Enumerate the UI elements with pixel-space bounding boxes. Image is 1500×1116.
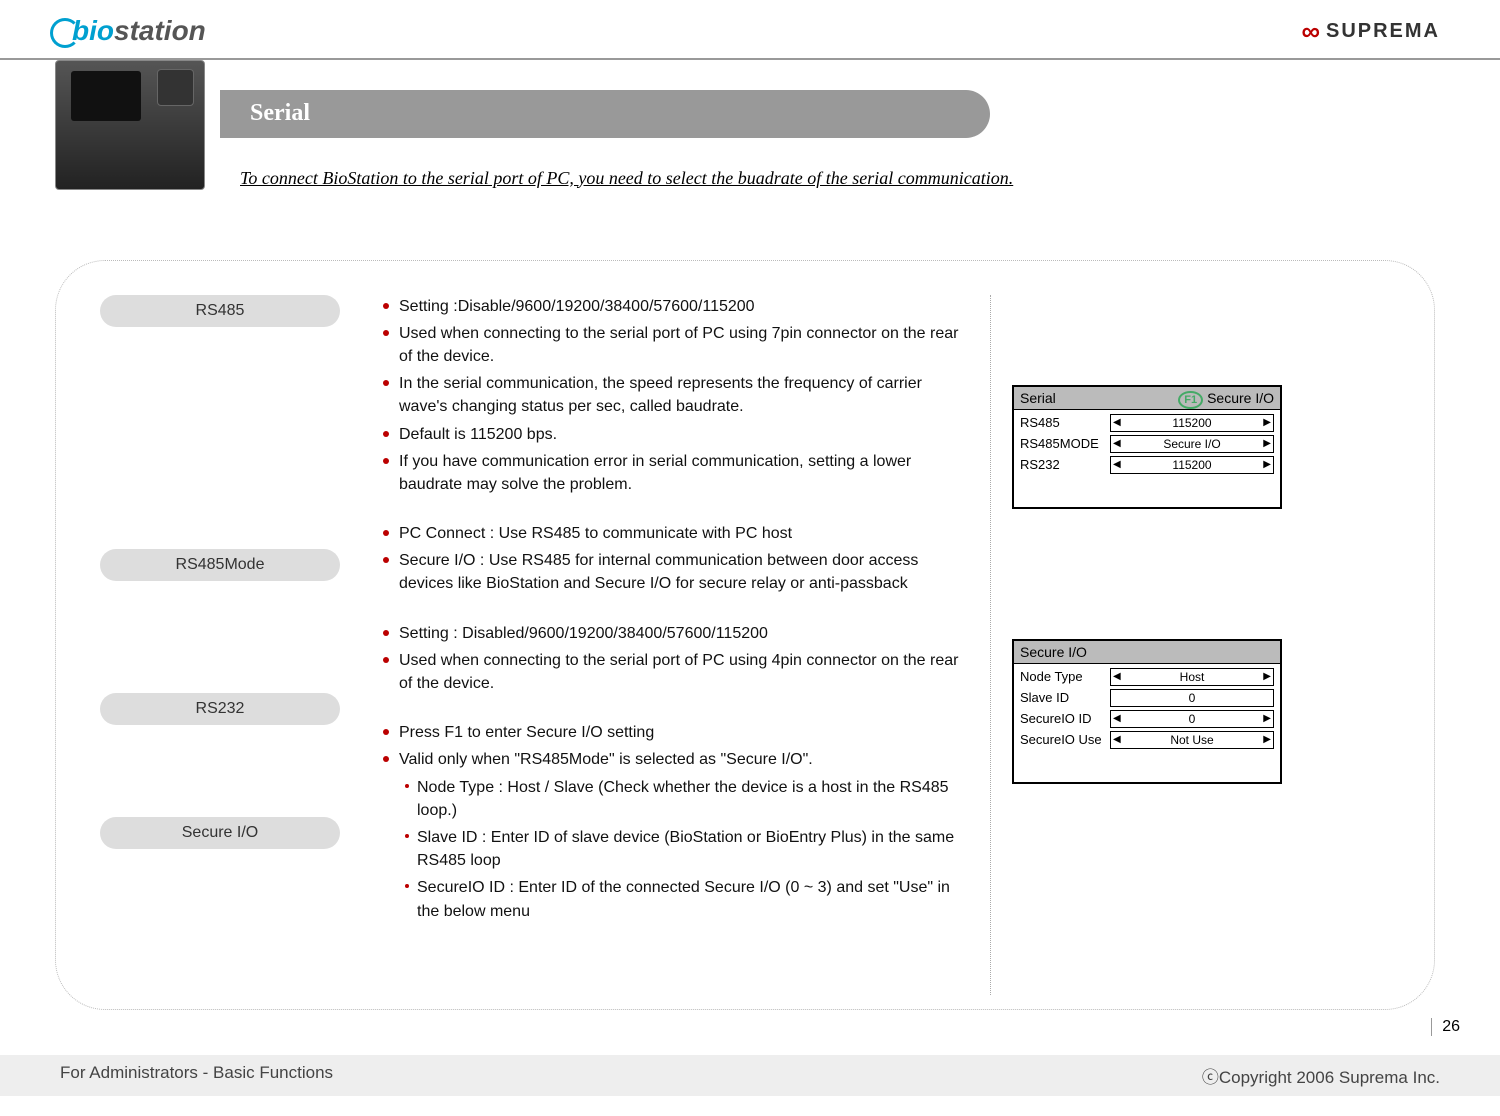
screens-column: Serial F1Secure I/O RS485 115200 RS485MO… [1012, 295, 1332, 995]
label-rs232: RS232 [100, 693, 340, 725]
list-item: If you have communication error in seria… [383, 450, 970, 496]
title-bar: Serial [220, 90, 990, 138]
label-column: RS485 RS485Mode RS232 Secure I/O [100, 295, 340, 995]
content: Serial To connect BioStation to the seri… [0, 60, 1500, 189]
list-item: Setting :Disable/9600/19200/38400/57600/… [383, 295, 970, 318]
device-thumbnail [55, 60, 205, 190]
lcd-value[interactable]: 115200 [1110, 456, 1274, 474]
logo-biostation: biostation [50, 15, 206, 48]
page-number: 26 [1431, 1018, 1460, 1036]
list-item: Slave ID : Enter ID of slave device (Bio… [405, 826, 970, 872]
lcd-row: RS485 115200 [1020, 414, 1274, 432]
lcd-row: RS232 115200 [1020, 456, 1274, 474]
lcd-header: Serial F1Secure I/O [1014, 387, 1280, 410]
lcd-body: Node Type Host Slave ID 0 SecureIO ID 0 … [1014, 664, 1280, 782]
lcd-label: SecureIO Use [1020, 732, 1110, 747]
lcd-value[interactable]: 115200 [1110, 414, 1274, 432]
section-rs485mode: PC Connect : Use RS485 to communicate wi… [365, 522, 970, 596]
footer: For Administrators - Basic Functions ⓒCo… [0, 1055, 1500, 1096]
lcd-header: Secure I/O [1014, 641, 1280, 664]
lcd-label: Slave ID [1020, 690, 1110, 705]
lcd-label: SecureIO ID [1020, 711, 1110, 726]
lcd-label: RS485MODE [1020, 436, 1110, 451]
lcd-badge-group: F1Secure I/O [1178, 390, 1274, 406]
lcd-secureio: Secure I/O Node Type Host Slave ID 0 Sec… [1012, 639, 1282, 784]
section-secureio: Press F1 to enter Secure I/O setting Val… [365, 721, 970, 923]
label-secureio: Secure I/O [100, 817, 340, 849]
lcd-value[interactable]: 0 [1110, 710, 1274, 728]
footer-right: ⓒCopyright 2006 Suprema Inc. [1202, 1063, 1440, 1088]
lcd-value[interactable]: Secure I/O [1110, 435, 1274, 453]
section-rs485: Setting :Disable/9600/19200/38400/57600/… [365, 295, 970, 497]
page-title: Serial [250, 100, 310, 127]
lcd-row: Slave ID 0 [1020, 689, 1274, 707]
lcd-serial: Serial F1Secure I/O RS485 115200 RS485MO… [1012, 385, 1282, 509]
lcd-label: RS232 [1020, 457, 1110, 472]
list-item: Node Type : Host / Slave (Check whether … [405, 776, 970, 822]
infinity-icon: ∞ [1301, 16, 1322, 47]
f1-icon: F1 [1178, 391, 1203, 409]
list-item: Default is 115200 bps. [383, 423, 970, 446]
text-column: Setting :Disable/9600/19200/38400/57600/… [340, 295, 970, 995]
lcd-row: Node Type Host [1020, 668, 1274, 686]
list-item: Setting : Disabled/9600/19200/38400/5760… [383, 622, 970, 645]
lcd-row: SecureIO ID 0 [1020, 710, 1274, 728]
list-item: SecureIO ID : Enter ID of the connected … [405, 876, 970, 922]
lcd-label: Node Type [1020, 669, 1110, 684]
lcd-value[interactable]: Host [1110, 668, 1274, 686]
lcd-row: RS485MODE Secure I/O [1020, 435, 1274, 453]
lcd-row: SecureIO Use Not Use [1020, 731, 1274, 749]
label-rs485: RS485 [100, 295, 340, 327]
label-rs485mode: RS485Mode [100, 549, 340, 581]
list-item: Secure I/O : Use RS485 for internal comm… [383, 549, 970, 595]
list-item: Press F1 to enter Secure I/O setting [383, 721, 970, 744]
header: biostation ∞SUPREMA [0, 0, 1500, 60]
list-item: Valid only when "RS485Mode" is selected … [383, 748, 970, 771]
lcd-title: Serial [1020, 390, 1056, 406]
footer-left: For Administrators - Basic Functions [60, 1063, 333, 1088]
lcd-value[interactable]: 0 [1110, 689, 1274, 707]
lcd-label: RS485 [1020, 415, 1110, 430]
list-item: Used when connecting to the serial port … [383, 649, 970, 695]
column-separator [990, 295, 992, 995]
columns: RS485 RS485Mode RS232 Secure I/O Setting… [100, 295, 1400, 995]
lcd-body: RS485 115200 RS485MODE Secure I/O RS232 … [1014, 410, 1280, 507]
lcd-value[interactable]: Not Use [1110, 731, 1274, 749]
section-rs232: Setting : Disabled/9600/19200/38400/5760… [365, 622, 970, 696]
subtitle: To connect BioStation to the serial port… [240, 168, 1450, 189]
secureio-sublist: Node Type : Host / Slave (Check whether … [365, 776, 970, 923]
rs485-list: Setting :Disable/9600/19200/38400/57600/… [365, 295, 970, 497]
list-item: PC Connect : Use RS485 to communicate wi… [383, 522, 970, 545]
list-item: Used when connecting to the serial port … [383, 322, 970, 368]
list-item: In the serial communication, the speed r… [383, 372, 970, 418]
lcd-title: Secure I/O [1020, 644, 1087, 660]
logo-suprema: ∞SUPREMA [1301, 16, 1440, 47]
